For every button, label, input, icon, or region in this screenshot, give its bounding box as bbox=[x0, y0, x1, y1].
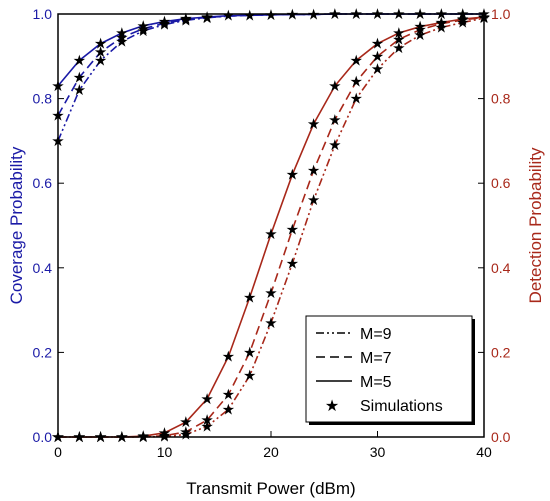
x-tick-label: 40 bbox=[476, 444, 492, 460]
simulation-marker: ★ bbox=[136, 22, 149, 40]
plot-area: ★★★★ ★ ★ ★ ★ ★ ★ ★ ★ ★ ★ ★ ★ ★ ★ ★ ★ ★★★★★ ★ ★ ★ ★★★★★★ ★ ★ ★★ ★ ★… bbox=[51, 5, 490, 446]
x-tick-label: 20 bbox=[263, 444, 279, 460]
legend-star-icon: ★ bbox=[325, 396, 339, 415]
simulation-marker: ★ bbox=[73, 68, 86, 86]
simulation-marker: ★ bbox=[243, 367, 256, 385]
simulation-marker: ★ bbox=[200, 9, 213, 27]
simulation-marker: ★ bbox=[264, 284, 277, 302]
simulation-marker: ★ bbox=[286, 255, 299, 273]
simulation-marker: ★ bbox=[94, 35, 107, 53]
simulation-marker: ★ bbox=[136, 427, 149, 445]
simulation-marker: ★ bbox=[222, 386, 235, 404]
simulation-marker: ★ bbox=[94, 52, 107, 70]
left-y-tick-label: 0.0 bbox=[33, 429, 53, 445]
simulation-marker: ★ bbox=[115, 32, 128, 50]
simulation-marker: ★ bbox=[73, 81, 86, 99]
simulation-marker: ★ bbox=[158, 16, 171, 34]
simulation-marker: ★ bbox=[136, 17, 149, 35]
simulation-marker: ★ bbox=[456, 11, 469, 29]
simulation-marker: ★ bbox=[264, 225, 277, 243]
right-y-tick-label: 0.8 bbox=[491, 91, 511, 107]
legend-label: M=5 bbox=[360, 374, 392, 391]
simulation-marker: ★ bbox=[435, 13, 448, 31]
x-axis-title: Transmit Power (dBm) bbox=[186, 479, 355, 498]
simulation-marker: ★ bbox=[179, 10, 192, 28]
simulation-marker: ★ bbox=[222, 401, 235, 419]
simulation-marker: ★ bbox=[264, 314, 277, 332]
simulation-marker: ★ bbox=[392, 30, 405, 48]
simulation-marker: ★ bbox=[73, 52, 86, 70]
simulation-marker: ★ bbox=[222, 348, 235, 366]
x-axis: 0 10 20 30 40 bbox=[54, 431, 492, 460]
simulation-marker: ★ bbox=[243, 343, 256, 361]
simulation-marker: ★ bbox=[307, 162, 320, 180]
simulation-marker: ★ bbox=[115, 24, 128, 42]
simulation-marker: ★ bbox=[371, 60, 384, 78]
simulation-marker: ★ bbox=[328, 77, 341, 95]
simulation-marker: ★ bbox=[413, 21, 426, 39]
simulation-marker: ★ bbox=[158, 14, 171, 32]
simulation-marker: ★ bbox=[435, 15, 448, 33]
y-axis-left: 0.0 0.2 0.4 0.6 0.8 1.0 bbox=[33, 6, 64, 445]
right-y-tick-label: 0.0 bbox=[491, 429, 511, 445]
simulation-marker: ★ bbox=[392, 24, 405, 42]
simulation-marker: ★ bbox=[115, 28, 128, 46]
right-y-tick-label: 0.6 bbox=[491, 175, 511, 191]
legend-label: M=7 bbox=[360, 350, 392, 367]
simulation-marker: ★ bbox=[200, 390, 213, 408]
simulation-marker: ★ bbox=[179, 425, 192, 443]
simulation-marker: ★ bbox=[371, 47, 384, 65]
simulation-marker: ★ bbox=[200, 8, 213, 26]
simulation-marker: ★ bbox=[286, 166, 299, 184]
simulation-marker: ★ bbox=[158, 13, 171, 31]
simulation-marker: ★ bbox=[307, 115, 320, 133]
legend: M=9 M=7 M=5 ★ Simulations bbox=[305, 315, 475, 425]
simulation-marker: ★ bbox=[222, 7, 235, 25]
simulation-marker: ★ bbox=[349, 90, 362, 108]
right-y-tick-label: 0.4 bbox=[491, 260, 511, 276]
simulation-marker: ★ bbox=[243, 288, 256, 306]
x-tick-label: 0 bbox=[54, 444, 62, 460]
right-y-tick-label: 0.2 bbox=[491, 344, 511, 360]
simulation-marker: ★ bbox=[264, 6, 277, 24]
simulation-marker: ★ bbox=[349, 52, 362, 70]
simulation-marker: ★ bbox=[328, 111, 341, 129]
simulation-marker: ★ bbox=[392, 39, 405, 57]
simulation-marker: ★ bbox=[456, 13, 469, 31]
simulation-marker: ★ bbox=[371, 35, 384, 53]
simulation-marker: ★ bbox=[94, 43, 107, 61]
simulation-marker: ★ bbox=[243, 6, 256, 24]
x-tick-label: 30 bbox=[370, 444, 386, 460]
simulation-marker: ★ bbox=[435, 19, 448, 37]
simulation-markers: ★★★★ ★ ★ ★ ★ ★ ★ ★ ★ ★ ★ ★ ★ ★ ★ ★ ★ ★★★★★ ★ ★ ★ ★★★★★★ ★ ★ ★★ ★ ★… bbox=[51, 5, 490, 446]
left-y-tick-label: 0.4 bbox=[33, 260, 53, 276]
right-axis-title: Detection Probability bbox=[526, 147, 545, 303]
simulation-marker: ★ bbox=[200, 411, 213, 429]
left-y-tick-label: 1.0 bbox=[33, 6, 53, 22]
simulation-marker: ★ bbox=[413, 18, 426, 36]
legend-label: Simulations bbox=[360, 398, 443, 415]
simulation-marker: ★ bbox=[200, 417, 213, 435]
right-y-tick-label: 1.0 bbox=[491, 6, 511, 22]
simulation-marker: ★ bbox=[349, 73, 362, 91]
y-axis-right: 0.0 0.2 0.4 0.6 0.8 1.0 bbox=[478, 6, 511, 445]
left-y-tick-label: 0.6 bbox=[33, 175, 53, 191]
simulation-marker: ★ bbox=[179, 11, 192, 29]
simulation-marker: ★ bbox=[413, 26, 426, 44]
x-tick-label: 10 bbox=[157, 444, 173, 460]
left-axis-title: Coverage Probability bbox=[7, 146, 26, 304]
legend-label: M=9 bbox=[360, 326, 392, 343]
simulation-marker: ★ bbox=[307, 191, 320, 209]
simulation-marker: ★ bbox=[136, 20, 149, 38]
simulation-marker: ★ bbox=[286, 221, 299, 239]
left-y-tick-label: 0.8 bbox=[33, 91, 53, 107]
simulation-marker: ★ bbox=[179, 413, 192, 431]
left-y-tick-label: 0.2 bbox=[33, 344, 53, 360]
simulation-marker: ★ bbox=[200, 8, 213, 26]
simulation-marker: ★ bbox=[328, 136, 341, 154]
